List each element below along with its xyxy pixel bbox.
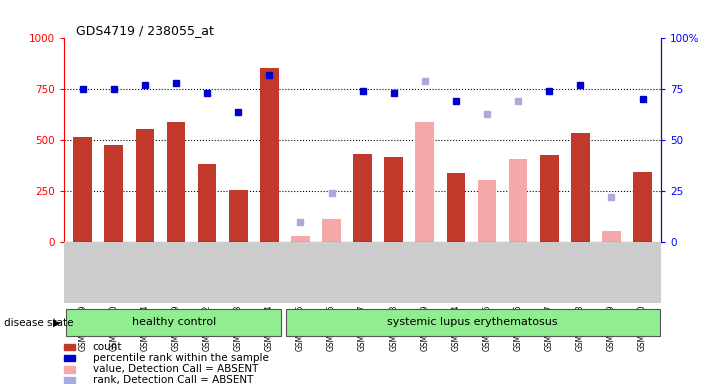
Bar bbox=[229, 190, 247, 242]
Bar bbox=[166, 122, 186, 242]
Bar bbox=[136, 129, 154, 242]
Bar bbox=[64, 366, 75, 372]
Text: ▶: ▶ bbox=[53, 318, 60, 328]
Text: count: count bbox=[92, 342, 122, 352]
Bar bbox=[447, 173, 465, 242]
Bar bbox=[634, 172, 652, 242]
Bar bbox=[286, 309, 660, 336]
Bar bbox=[64, 355, 75, 361]
Bar bbox=[64, 377, 75, 384]
Bar bbox=[73, 137, 92, 242]
Bar bbox=[478, 180, 496, 242]
Bar bbox=[105, 145, 123, 242]
Bar bbox=[571, 133, 589, 242]
Text: rank, Detection Call = ABSENT: rank, Detection Call = ABSENT bbox=[92, 375, 253, 384]
Bar bbox=[385, 157, 403, 242]
Bar bbox=[540, 156, 559, 242]
Bar bbox=[65, 309, 281, 336]
Bar bbox=[64, 344, 75, 351]
Text: percentile rank within the sample: percentile rank within the sample bbox=[92, 353, 269, 363]
Text: value, Detection Call = ABSENT: value, Detection Call = ABSENT bbox=[92, 364, 258, 374]
Bar bbox=[509, 159, 528, 242]
Bar bbox=[260, 68, 279, 242]
Bar bbox=[322, 218, 341, 242]
Text: disease state: disease state bbox=[4, 318, 73, 328]
Bar bbox=[353, 154, 372, 242]
Text: systemic lupus erythematosus: systemic lupus erythematosus bbox=[387, 317, 558, 327]
Text: GDS4719 / 238055_at: GDS4719 / 238055_at bbox=[76, 24, 214, 37]
Bar bbox=[415, 122, 434, 242]
Bar bbox=[291, 236, 310, 242]
Bar bbox=[198, 164, 216, 242]
Text: healthy control: healthy control bbox=[132, 317, 216, 327]
Bar bbox=[602, 231, 621, 242]
